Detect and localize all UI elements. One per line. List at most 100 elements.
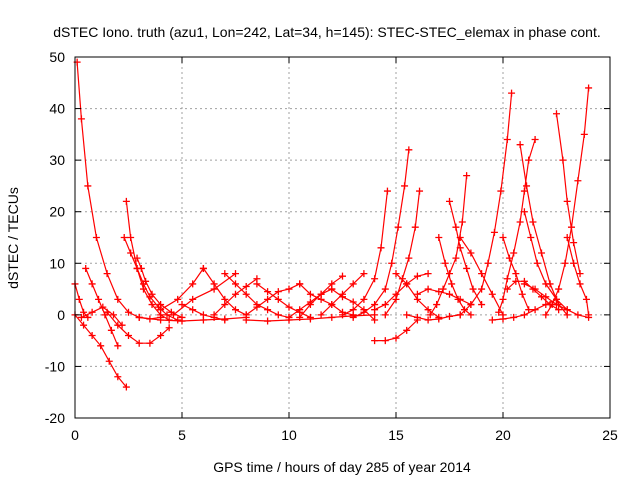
data-point bbox=[555, 285, 563, 293]
data-point bbox=[306, 301, 314, 309]
series-line-9 bbox=[139, 316, 247, 322]
data-point bbox=[169, 311, 177, 319]
data-point bbox=[133, 254, 141, 262]
data-point bbox=[103, 308, 111, 316]
data-point bbox=[349, 313, 357, 321]
data-point bbox=[80, 308, 88, 316]
data-point bbox=[189, 280, 197, 288]
data-point bbox=[497, 187, 505, 195]
x-axis-label: GPS time / hours of day 285 of year 2014 bbox=[213, 459, 471, 475]
data-point bbox=[174, 295, 182, 303]
data-point bbox=[585, 84, 593, 92]
data-point bbox=[221, 301, 229, 309]
data-point bbox=[388, 259, 396, 267]
data-point bbox=[527, 234, 535, 241]
data-point bbox=[488, 316, 496, 324]
data-point bbox=[460, 306, 468, 314]
data-point bbox=[478, 285, 486, 293]
data-point bbox=[77, 115, 85, 123]
data-point bbox=[137, 264, 145, 272]
data-point bbox=[306, 290, 314, 298]
data-point bbox=[505, 254, 513, 262]
data-point bbox=[394, 223, 402, 231]
series-line-26 bbox=[384, 191, 421, 316]
data-point bbox=[499, 234, 507, 241]
data-point bbox=[317, 290, 325, 298]
data-point bbox=[542, 301, 550, 309]
data-point bbox=[120, 234, 128, 241]
data-point bbox=[99, 303, 107, 311]
data-point bbox=[580, 130, 588, 138]
y-tick-label: 10 bbox=[49, 255, 65, 271]
series-line-0 bbox=[76, 62, 161, 320]
x-tick-label: 25 bbox=[602, 427, 618, 443]
data-point bbox=[576, 280, 584, 288]
data-point bbox=[413, 272, 421, 280]
series-line-11 bbox=[173, 273, 236, 316]
data-point bbox=[232, 270, 239, 278]
data-point bbox=[512, 270, 520, 278]
data-point bbox=[127, 249, 135, 257]
data-point bbox=[75, 295, 83, 303]
data-point bbox=[392, 270, 400, 278]
data-point bbox=[349, 306, 357, 314]
data-point bbox=[371, 337, 379, 345]
data-point bbox=[456, 234, 464, 241]
data-point bbox=[274, 288, 282, 296]
data-point bbox=[413, 290, 421, 298]
y-tick-label: -10 bbox=[45, 358, 65, 374]
data-point bbox=[285, 316, 293, 324]
data-point bbox=[114, 295, 122, 303]
data-point bbox=[328, 313, 336, 321]
grid-layer bbox=[75, 57, 610, 418]
x-tick-label: 0 bbox=[71, 427, 79, 443]
data-point bbox=[542, 311, 550, 319]
series-line-40 bbox=[523, 211, 568, 311]
data-point bbox=[264, 317, 272, 325]
data-point bbox=[349, 280, 357, 288]
data-point bbox=[88, 280, 96, 288]
data-point bbox=[490, 228, 498, 236]
data-point bbox=[125, 308, 132, 316]
data-point bbox=[398, 275, 406, 283]
data-point bbox=[523, 182, 531, 190]
axes-layer: 0 5 10 15 20 25 -20 -10 0 10 20 30 40 50 bbox=[45, 49, 618, 443]
data-point bbox=[463, 264, 471, 272]
data-point bbox=[424, 306, 432, 314]
data-point bbox=[508, 89, 516, 97]
data-point bbox=[559, 156, 567, 164]
data-point bbox=[88, 308, 96, 316]
series-line-25 bbox=[352, 149, 410, 318]
data-point bbox=[585, 313, 593, 321]
data-point bbox=[242, 282, 250, 290]
data-point bbox=[253, 303, 261, 311]
data-point bbox=[392, 290, 400, 298]
data-point bbox=[499, 295, 507, 303]
data-point bbox=[328, 301, 336, 309]
data-point bbox=[122, 197, 130, 205]
data-point bbox=[424, 316, 432, 324]
x-tick-label: 20 bbox=[495, 427, 511, 443]
data-point bbox=[446, 312, 453, 320]
data-point bbox=[125, 331, 132, 339]
x-tick-label: 10 bbox=[281, 427, 297, 443]
y-tick-label: 0 bbox=[57, 307, 65, 323]
data-point bbox=[221, 316, 229, 324]
data-point bbox=[531, 136, 539, 144]
data-point bbox=[84, 313, 92, 321]
data-point bbox=[97, 342, 105, 350]
data-point bbox=[157, 306, 165, 314]
data-point bbox=[529, 218, 537, 226]
data-point bbox=[392, 334, 400, 342]
data-point bbox=[174, 316, 182, 324]
y-tick-label: 40 bbox=[49, 101, 65, 117]
data-point bbox=[264, 295, 272, 303]
data-point bbox=[553, 301, 560, 309]
data-point bbox=[439, 285, 447, 293]
data-point bbox=[221, 270, 229, 278]
data-point bbox=[531, 306, 539, 314]
data-point bbox=[516, 218, 524, 226]
data-point bbox=[503, 275, 511, 283]
data-point bbox=[339, 272, 346, 280]
